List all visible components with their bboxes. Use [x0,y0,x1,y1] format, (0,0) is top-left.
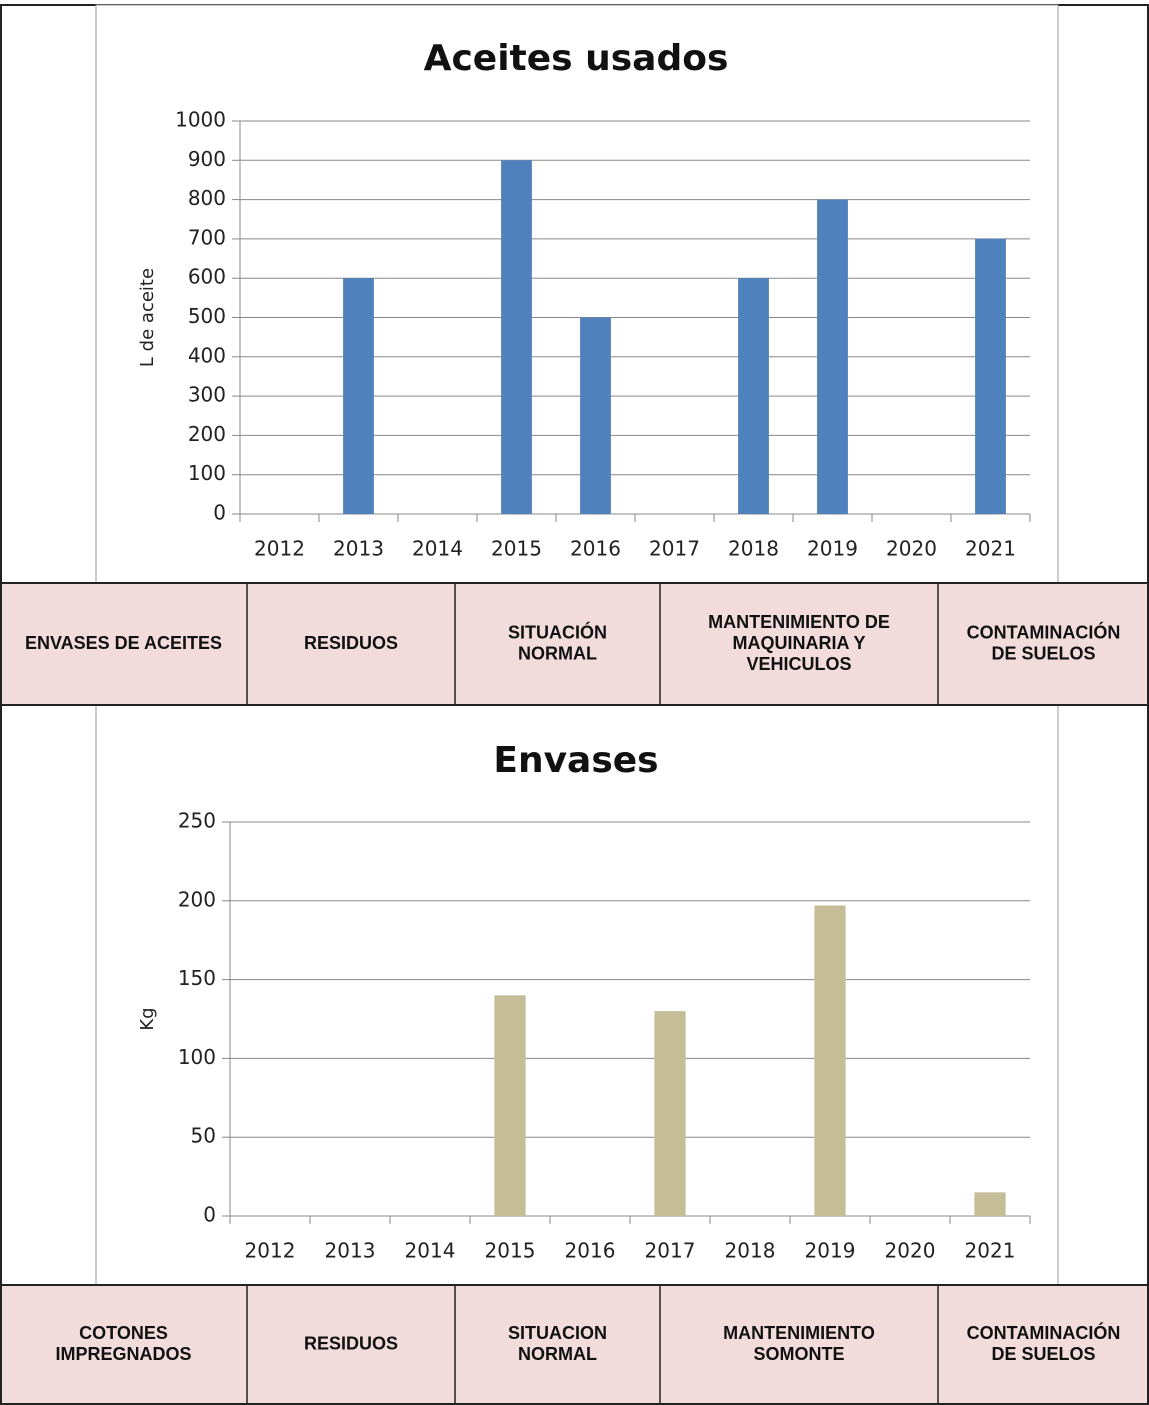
cell-text: CONTAMINACIÓN [967,1322,1121,1343]
y-tick-label: 200 [178,887,216,911]
cell-text: VEHICULOS [746,654,851,674]
cell-text: ENVASES DE ACEITES [25,633,222,653]
cell-text: DE SUELOS [991,1344,1095,1364]
table-row [0,582,1149,706]
chart-frame [95,704,1059,1286]
cell-text: IMPREGNADOS [55,1344,191,1364]
bar [975,238,1006,514]
x-tick-label: 2020 [885,1239,936,1263]
chart-title: Aceites usados [424,38,729,79]
x-tick-label: 2018 [728,537,779,561]
x-tick-label: 2018 [725,1239,776,1263]
x-tick-label: 2014 [405,1239,456,1263]
y-tick-label: 100 [188,461,226,485]
y-tick-label: 200 [188,422,226,446]
y-axis-label: L de aceite [137,268,158,367]
y-tick-label: 100 [178,1045,216,1069]
x-tick-label: 2017 [645,1239,696,1263]
x-tick-label: 2019 [805,1239,856,1263]
chart-title: Envases [493,740,658,781]
y-tick-label: 400 [188,343,226,367]
x-tick-label: 2016 [570,537,621,561]
cell-text: MANTENIMIENTO [723,1323,875,1343]
x-tick-label: 2019 [807,537,858,561]
y-tick-label: 50 [191,1124,216,1148]
x-tick-label: 2013 [333,537,384,561]
bar [974,1192,1006,1216]
y-tick-label: 0 [213,501,226,525]
bar [817,199,848,514]
x-tick-label: 2015 [491,537,542,561]
x-tick-label: 2016 [565,1239,616,1263]
y-tick-label: 150 [178,966,216,990]
cell-text: RESIDUOS [304,633,398,653]
cell-text: CONTAMINACIÓN [967,621,1121,642]
x-tick-label: 2021 [965,1239,1016,1263]
x-tick-label: 2012 [254,537,305,561]
bar [738,278,769,514]
y-tick-label: 900 [188,147,226,171]
x-tick-label: 2021 [965,537,1016,561]
bar [494,995,526,1216]
y-tick-label: 800 [188,186,226,210]
cell-text: RESIDUOS [304,1333,398,1353]
bar [343,278,374,514]
y-tick-label: 300 [188,383,226,407]
y-tick-label: 700 [188,225,226,249]
bar [814,905,846,1216]
x-tick-label: 2017 [649,537,700,561]
table-row [0,1284,1149,1405]
cell-text: SOMONTE [753,1344,844,1364]
x-tick-label: 2013 [325,1239,376,1263]
cell-text: MAQUINARIA Y [732,633,865,653]
y-tick-label: 250 [178,809,216,833]
bar [654,1011,686,1216]
y-tick-label: 500 [188,304,226,328]
chart-frame [95,4,1059,584]
y-tick-label: 1000 [175,108,226,132]
x-tick-label: 2020 [886,537,937,561]
cell-text: SITUACIÓN [508,621,607,642]
cell-text: NORMAL [518,643,597,663]
cell-text: MANTENIMIENTO DE [708,612,890,632]
cell-text: NORMAL [518,1344,597,1364]
cell-text: SITUACION [508,1323,607,1343]
bar [501,160,532,515]
x-tick-label: 2014 [412,537,463,561]
y-tick-label: 0 [203,1203,216,1227]
y-axis-label: Kg [137,1007,158,1030]
bar [580,317,611,514]
y-tick-label: 600 [188,265,226,289]
cell-text: COTONES [79,1323,168,1343]
x-tick-label: 2012 [245,1239,296,1263]
x-tick-label: 2015 [485,1239,536,1263]
cell-text: DE SUELOS [991,643,1095,663]
